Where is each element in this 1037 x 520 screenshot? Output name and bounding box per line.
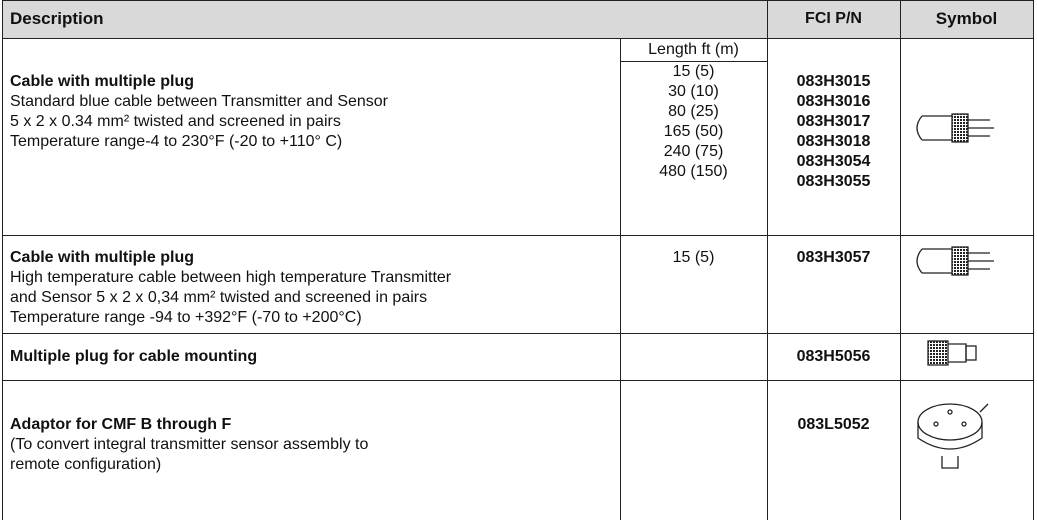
part-number: 083H3054: [767, 152, 900, 172]
row-text: Temperature range -94 to +392°F (-70 to …: [10, 308, 362, 328]
page: {"header": {"description": "Description"…: [0, 0, 1037, 520]
rule: [2, 380, 1034, 381]
part-number: 083H3015: [767, 72, 900, 92]
row-text: and Sensor 5 x 2 x 0,34 mm² twisted and …: [10, 288, 427, 308]
length: 15 (5): [620, 62, 767, 82]
part-number: 083H5056: [767, 347, 900, 367]
row-title: Cable with multiple plug: [10, 72, 194, 92]
row-text: Standard blue cable between Transmitter …: [10, 92, 388, 112]
plug-icon: [928, 341, 976, 365]
length: 80 (25): [620, 102, 767, 122]
rule: [1033, 0, 1034, 520]
rule: [2, 333, 1034, 334]
cable-icon: [917, 114, 994, 142]
row-title: Cable with multiple plug: [10, 248, 194, 268]
rule: [2, 38, 1034, 39]
rule: [2, 0, 1034, 1]
header-cell: Symbol: [900, 9, 1033, 29]
length: 15 (5): [620, 248, 767, 268]
row-title: Multiple plug for cable mounting: [10, 347, 257, 367]
row-text: remote configuration): [10, 455, 161, 475]
part-number: 083H3016: [767, 92, 900, 112]
length: 165 (50): [620, 122, 767, 142]
header-cell: FCI P/N: [767, 9, 900, 29]
cable-icon: [917, 247, 994, 275]
adaptor-icon: [918, 404, 988, 468]
part-number: 083H3018: [767, 132, 900, 152]
part-number: 083L5052: [767, 415, 900, 435]
row-text: High temperature cable between high temp…: [10, 268, 451, 288]
length-heading: Length ft (m): [620, 40, 767, 60]
rule: [2, 235, 1034, 236]
table: Description FCI P/N Symbol Length ft (m): [0, 0, 1037, 520]
row-text: 5 x 2 x 0.34 mm² twisted and screened in…: [10, 112, 341, 132]
part-number: 083H3055: [767, 172, 900, 192]
rule: [2, 0, 3, 520]
length: 30 (10): [620, 82, 767, 102]
part-number: 083H3017: [767, 112, 900, 132]
header-cell: Description: [10, 9, 104, 29]
row-text: (To convert integral transmitter sensor …: [10, 435, 368, 455]
body: Description FCI P/N Symbol Length ft (m): [0, 0, 1037, 520]
part-number: 083H3057: [767, 248, 900, 268]
row-text: Temperature range-4 to 230°F (-20 to +11…: [10, 132, 342, 152]
symbols: [900, 38, 1033, 520]
row-title: Adaptor for CMF B through F: [10, 415, 231, 435]
length: 480 (150): [620, 162, 767, 182]
length: 240 (75): [620, 142, 767, 162]
